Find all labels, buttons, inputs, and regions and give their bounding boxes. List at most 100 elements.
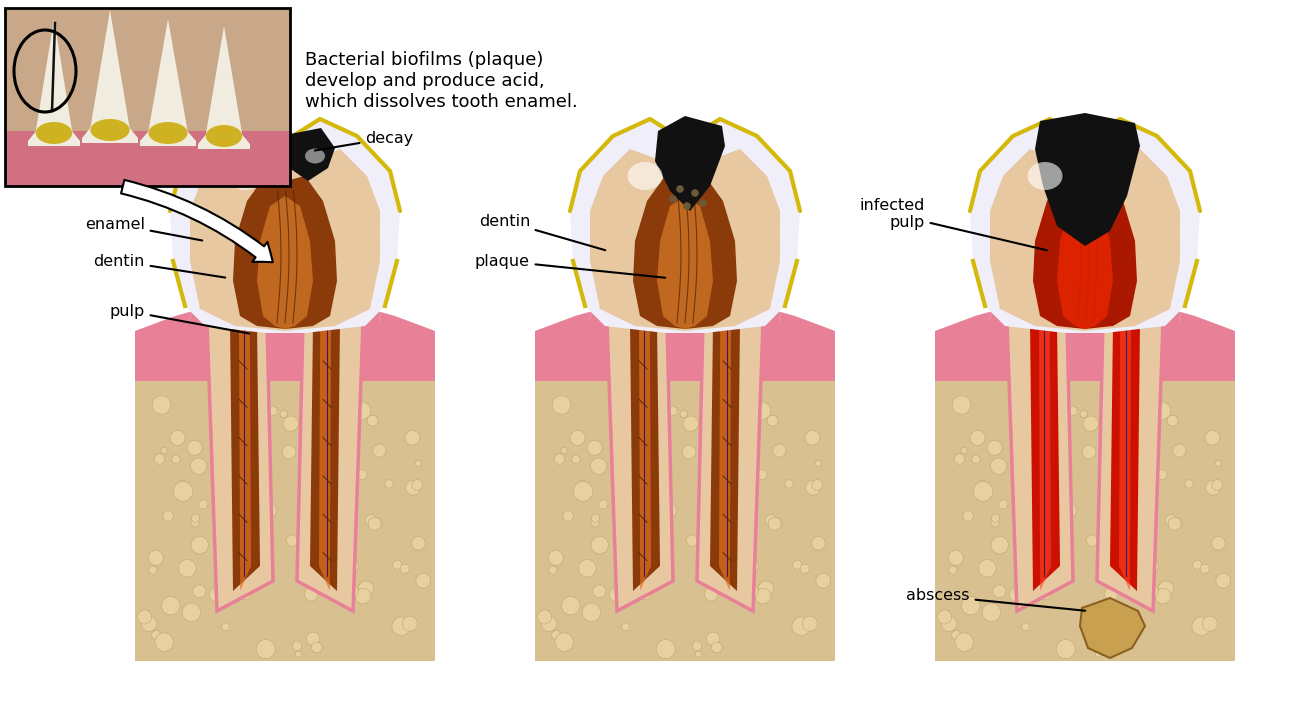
Circle shape <box>1169 517 1180 530</box>
Circle shape <box>971 455 980 464</box>
Circle shape <box>1045 388 1061 404</box>
Circle shape <box>740 385 747 394</box>
Text: enamel: enamel <box>84 217 203 241</box>
Circle shape <box>956 633 974 652</box>
Ellipse shape <box>306 148 325 164</box>
Circle shape <box>1083 416 1098 431</box>
Polygon shape <box>536 309 835 381</box>
Circle shape <box>728 537 734 544</box>
Circle shape <box>644 417 655 429</box>
FancyArrowPatch shape <box>121 180 273 262</box>
Ellipse shape <box>148 122 187 144</box>
Circle shape <box>991 537 1009 554</box>
Circle shape <box>974 481 993 501</box>
Circle shape <box>676 185 684 193</box>
Circle shape <box>148 550 164 566</box>
Circle shape <box>987 441 1002 455</box>
Ellipse shape <box>628 162 663 190</box>
Circle shape <box>155 633 173 652</box>
Circle shape <box>549 566 556 574</box>
Circle shape <box>1110 413 1117 420</box>
Circle shape <box>682 445 696 459</box>
Text: dentin: dentin <box>94 253 225 277</box>
Circle shape <box>737 521 751 536</box>
Circle shape <box>766 515 776 526</box>
Circle shape <box>706 632 720 645</box>
Circle shape <box>692 189 699 197</box>
Circle shape <box>343 559 359 574</box>
Polygon shape <box>710 323 740 591</box>
Circle shape <box>1216 460 1222 467</box>
Circle shape <box>775 518 783 525</box>
Circle shape <box>367 415 378 426</box>
Circle shape <box>328 406 347 424</box>
Circle shape <box>1202 616 1217 631</box>
Circle shape <box>1037 510 1056 528</box>
Circle shape <box>638 510 656 528</box>
Text: decay: decay <box>315 131 413 150</box>
Circle shape <box>979 559 996 577</box>
Circle shape <box>646 388 660 404</box>
Circle shape <box>991 458 1008 474</box>
Polygon shape <box>1008 321 1072 611</box>
Circle shape <box>358 469 367 479</box>
Circle shape <box>638 569 650 580</box>
Polygon shape <box>655 116 725 211</box>
Circle shape <box>183 568 191 575</box>
Polygon shape <box>1119 323 1131 591</box>
Circle shape <box>1205 431 1219 445</box>
Text: abscess: abscess <box>906 589 1086 611</box>
Circle shape <box>328 537 334 544</box>
Circle shape <box>1184 479 1193 488</box>
Circle shape <box>599 500 608 509</box>
Polygon shape <box>697 321 763 611</box>
Circle shape <box>1128 406 1147 424</box>
Circle shape <box>555 633 573 652</box>
Circle shape <box>238 585 252 599</box>
Circle shape <box>710 413 718 420</box>
Polygon shape <box>82 10 138 143</box>
Circle shape <box>238 510 256 528</box>
Circle shape <box>244 417 255 429</box>
Polygon shape <box>207 321 273 611</box>
Circle shape <box>793 561 802 570</box>
Circle shape <box>1009 587 1023 602</box>
Circle shape <box>668 406 677 416</box>
Polygon shape <box>318 323 332 591</box>
Circle shape <box>292 641 302 651</box>
Polygon shape <box>640 323 651 591</box>
Circle shape <box>592 514 599 522</box>
Circle shape <box>758 581 774 597</box>
Circle shape <box>552 395 571 414</box>
Circle shape <box>226 385 244 402</box>
Circle shape <box>1192 561 1201 570</box>
Polygon shape <box>190 149 380 331</box>
Circle shape <box>1095 651 1101 657</box>
Circle shape <box>400 564 410 573</box>
Circle shape <box>222 623 230 631</box>
Circle shape <box>365 515 377 526</box>
Circle shape <box>1037 585 1052 599</box>
Circle shape <box>1092 641 1102 651</box>
Polygon shape <box>1057 196 1113 329</box>
Circle shape <box>767 415 777 426</box>
Circle shape <box>282 445 296 459</box>
Circle shape <box>792 617 810 635</box>
Polygon shape <box>135 309 436 381</box>
Circle shape <box>696 651 701 657</box>
Polygon shape <box>970 119 1200 333</box>
Circle shape <box>312 642 322 653</box>
Circle shape <box>1141 582 1158 599</box>
Circle shape <box>772 444 786 457</box>
Ellipse shape <box>227 162 263 190</box>
Circle shape <box>1060 502 1076 519</box>
Circle shape <box>549 550 563 566</box>
Text: dentin: dentin <box>478 213 606 250</box>
Circle shape <box>621 623 629 631</box>
Circle shape <box>992 514 1000 522</box>
Polygon shape <box>1030 323 1060 591</box>
Circle shape <box>178 559 196 577</box>
Circle shape <box>949 566 957 574</box>
Circle shape <box>213 581 228 595</box>
Circle shape <box>621 507 637 522</box>
